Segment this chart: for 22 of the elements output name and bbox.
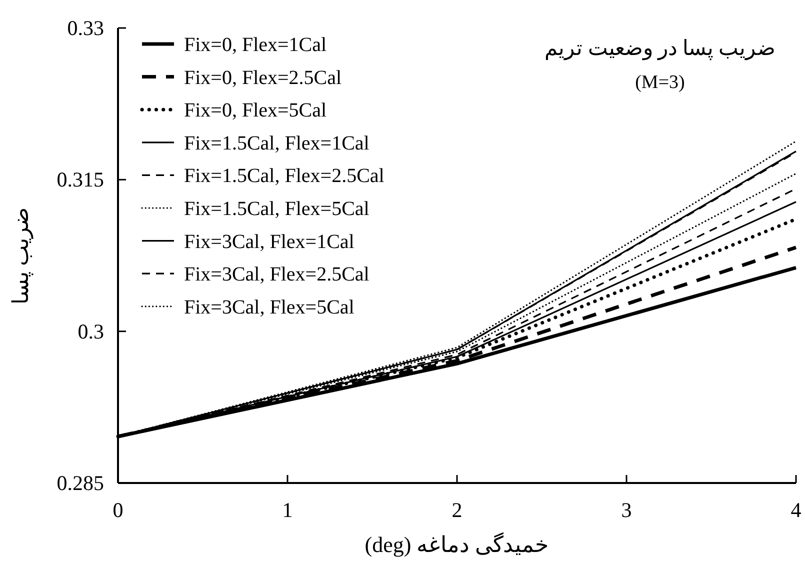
x-tick-label: 3 bbox=[621, 498, 632, 522]
x-axis-title: خمیدگی دماغه (deg) bbox=[364, 532, 550, 557]
y-tick-label: 0.315 bbox=[56, 168, 104, 192]
x-tick-label: 0 bbox=[112, 498, 124, 522]
x-tick-label: 4 bbox=[790, 498, 802, 522]
legend-label: Fix=3Cal, Flex=5Cal bbox=[184, 296, 355, 318]
legend-label: Fix=0, Flex=1Cal bbox=[184, 34, 328, 56]
legend-label: Fix=0, Flex=5Cal bbox=[184, 100, 328, 122]
y-tick-label: 0.3 bbox=[78, 319, 104, 344]
legend-label: Fix=3Cal, Flex=2.5Cal bbox=[184, 264, 370, 286]
y-tick-label: 0.285 bbox=[56, 471, 104, 495]
legend-label: Fix=1.5Cal, Flex=1Cal bbox=[184, 132, 370, 154]
chart-title: ضریب پسا در وضعیت تریم bbox=[544, 36, 776, 61]
legend-label: Fix=3Cal, Flex=1Cal bbox=[184, 230, 355, 253]
legend-label: Fix=1.5Cal, Flex=2.5Cal bbox=[184, 165, 385, 188]
y-axis-title: ضریب پسا bbox=[8, 206, 34, 304]
legend-label: Fix=0, Flex=2.5Cal bbox=[184, 66, 342, 89]
text: (M=3) bbox=[635, 72, 685, 93]
x-tick-label: 2 bbox=[452, 498, 462, 522]
legend-label: Fix=1.5Cal, Flex=5Cal bbox=[184, 198, 370, 220]
x-tick-label: 1 bbox=[282, 498, 293, 522]
y-tick-label: 0.33 bbox=[67, 16, 104, 40]
